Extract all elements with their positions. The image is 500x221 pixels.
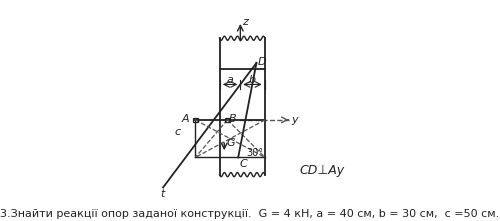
Text: c: c [174, 127, 180, 137]
Bar [193, 118, 198, 122]
Text: 30°: 30° [246, 148, 264, 158]
Text: a: a [226, 75, 233, 85]
Text: z: z [242, 17, 248, 27]
Bar [225, 118, 230, 122]
Text: y: y [291, 115, 298, 125]
Text: CD⊥Ay: CD⊥Ay [300, 164, 344, 177]
Text: A: A [182, 114, 189, 124]
Text: t: t [160, 189, 164, 198]
Text: B: B [228, 114, 236, 124]
Text: b: b [249, 75, 256, 85]
Text: G: G [226, 138, 235, 148]
Text: C: C [240, 159, 247, 169]
Text: 3.Знайти реакції опор заданої конструкції.  G = 4 кН, a = 40 см, b = 30 см,  c =: 3.Знайти реакції опор заданої конструкці… [0, 209, 500, 219]
Text: D: D [258, 57, 267, 67]
